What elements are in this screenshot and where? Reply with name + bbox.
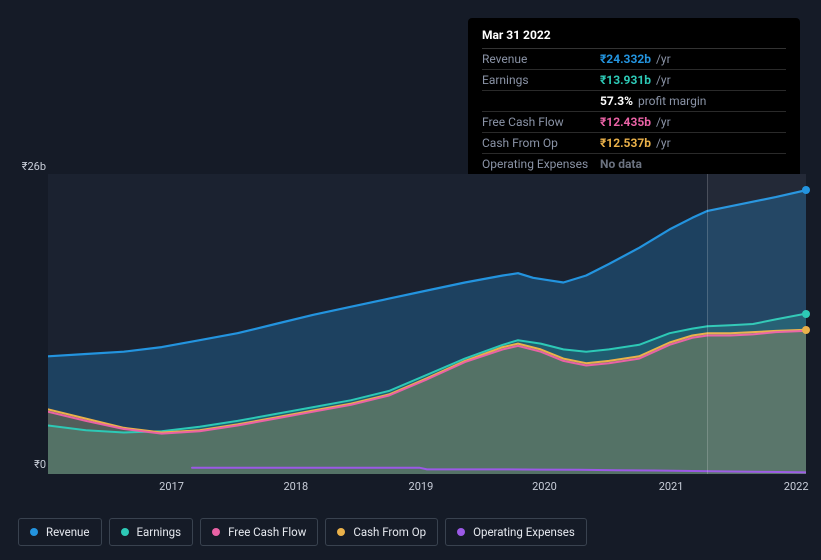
x-axis-tick: 2021 — [659, 480, 684, 493]
legend-item[interactable]: Revenue — [18, 518, 102, 546]
chart-legend: Revenue Earnings Free Cash Flow Cash From O… — [18, 518, 587, 546]
x-axis-tick: 2020 — [532, 480, 557, 493]
tooltip-row: Revenue₹24.332b /yr — [482, 49, 786, 70]
tooltip-rows: Revenue₹24.332b /yrEarnings₹13.931b /yr5… — [482, 49, 786, 174]
legend-item[interactable]: Operating Expenses — [445, 518, 587, 546]
x-axis-tick: 2017 — [159, 480, 184, 493]
tooltip-row-suffix: /yr — [653, 115, 671, 129]
tooltip-row: 57.3% profit margin — [482, 91, 786, 112]
y-axis-bottom-label: ₹0 — [18, 458, 46, 471]
tooltip-row: Earnings₹13.931b /yr — [482, 70, 786, 91]
x-axis-tick: 2019 — [409, 480, 434, 493]
tooltip-date: Mar 31 2022 — [482, 28, 786, 49]
series-end-dot — [802, 310, 810, 318]
tooltip-row-label: Operating Expenses — [482, 157, 600, 171]
tooltip-row-value: ₹12.435b — [600, 115, 651, 129]
legend-item[interactable]: Earnings — [109, 518, 194, 546]
tooltip-row: Free Cash Flow₹12.435b /yr — [482, 112, 786, 133]
legend-item[interactable]: Cash From Op — [325, 518, 438, 546]
legend-dot-icon — [337, 528, 345, 536]
tooltip-row-label — [482, 94, 600, 108]
series-end-dot — [802, 326, 810, 334]
tooltip-row-suffix: profit margin — [635, 94, 706, 108]
legend-item[interactable]: Free Cash Flow — [200, 518, 318, 546]
tooltip-row-label: Free Cash Flow — [482, 115, 600, 129]
legend-dot-icon — [121, 528, 129, 536]
tooltip-row-value: No data — [600, 157, 642, 171]
chart-tooltip: Mar 31 2022 Revenue₹24.332b /yrEarnings₹… — [468, 18, 800, 184]
y-axis-top-label: ₹26b — [18, 160, 46, 173]
x-axis-tick: 2022 — [784, 480, 809, 493]
tooltip-row: Cash From Op₹12.537b /yr — [482, 133, 786, 154]
x-axis-tick: 2018 — [283, 480, 308, 493]
legend-dot-icon — [457, 528, 465, 536]
tooltip-row-label: Cash From Op — [482, 136, 600, 150]
legend-label: Revenue — [46, 525, 90, 539]
legend-dot-icon — [212, 528, 220, 536]
legend-label: Operating Expenses — [473, 525, 575, 539]
tooltip-row-suffix: /yr — [653, 136, 671, 150]
tooltip-row-label: Earnings — [482, 73, 600, 87]
legend-label: Earnings — [137, 525, 182, 539]
chart-svg — [48, 174, 806, 474]
tooltip-row-value: ₹24.332b — [600, 52, 651, 66]
legend-label: Free Cash Flow — [228, 525, 306, 539]
future-band — [707, 174, 806, 474]
tooltip-row-label: Revenue — [482, 52, 600, 66]
chart-plot-area[interactable] — [48, 174, 806, 474]
legend-dot-icon — [30, 528, 38, 536]
tooltip-row: Operating ExpensesNo data — [482, 154, 786, 174]
hover-indicator-line — [707, 174, 708, 474]
tooltip-row-value: ₹12.537b — [600, 136, 651, 150]
legend-label: Cash From Op — [353, 525, 426, 539]
tooltip-row-value: ₹13.931b — [600, 73, 651, 87]
series-end-dot — [802, 186, 810, 194]
tooltip-row-suffix: /yr — [653, 73, 671, 87]
tooltip-row-suffix: /yr — [653, 52, 671, 66]
tooltip-row-value: 57.3% — [600, 94, 633, 108]
